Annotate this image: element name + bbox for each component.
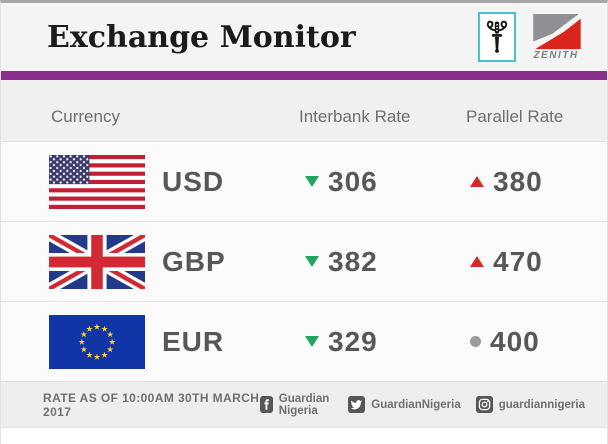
footer: RATE AS OF 10:00AM 30TH MARCH 2017 Guard…	[1, 381, 607, 427]
zenith-bank-logo: ZENITH	[525, 13, 587, 61]
rate-timestamp: RATE AS OF 10:00AM 30TH MARCH 2017	[43, 390, 260, 419]
interbank-rate-cell: 382	[291, 246, 456, 278]
guardian-nigeria-logo	[478, 12, 516, 62]
twitter-handle: GuardianNigeria	[371, 398, 461, 411]
instagram-handle: guardiannigeria	[498, 398, 585, 411]
usa-flag-icon	[49, 154, 145, 209]
facebook-link[interactable]: Guardian Nigeria	[259, 392, 333, 417]
currency-code: EUR	[162, 325, 225, 357]
parallel-rate-value: 380	[493, 165, 543, 197]
ceremonial-staff-icon	[486, 20, 508, 53]
interbank-rate-value: 329	[328, 325, 378, 357]
rate-flat-dot-icon	[470, 336, 481, 347]
interbank-rate-cell: 329	[291, 326, 456, 358]
rate-up-arrow-icon	[470, 176, 484, 187]
facebook-handle: Guardian Nigeria	[278, 392, 330, 417]
parallel-rate-cell: 470	[456, 246, 607, 278]
eu-flag-icon	[49, 314, 145, 369]
rates-table: Currency Interbank Rate Parallel Rate	[1, 80, 607, 381]
uk-flag-icon	[49, 234, 145, 289]
bottom-strip	[1, 427, 607, 444]
spacer	[1, 80, 607, 92]
header: Exchange Monitor	[1, 3, 607, 71]
twitter-icon	[348, 396, 366, 413]
currency-code: USD	[162, 165, 225, 197]
rate-down-arrow-icon	[305, 176, 319, 187]
interbank-rate-cell: 306	[291, 166, 456, 198]
instagram-icon	[475, 396, 493, 413]
currency-cell: USD	[1, 154, 291, 209]
accent-divider	[1, 71, 607, 80]
table-row-eur: EUR 329 400	[1, 301, 607, 381]
social-links: Guardian Nigeria GuardianNigeria	[259, 392, 585, 417]
currency-code: GBP	[162, 245, 226, 277]
zenith-z-icon	[533, 13, 581, 50]
rate-down-arrow-icon	[305, 256, 319, 267]
instagram-link[interactable]: guardiannigeria	[475, 396, 585, 413]
column-header-currency: Currency	[51, 106, 120, 126]
parallel-rate-cell: 400	[456, 326, 607, 358]
rate-up-arrow-icon	[470, 256, 484, 267]
page-title: Exchange Monitor	[47, 19, 356, 55]
twitter-link[interactable]: GuardianNigeria	[348, 396, 461, 413]
interbank-rate-value: 382	[328, 245, 378, 277]
rate-down-arrow-icon	[305, 336, 319, 347]
currency-cell: GBP	[1, 234, 291, 289]
logo-group: ZENITH	[478, 12, 587, 62]
facebook-icon	[259, 396, 273, 413]
parallel-rate-cell: 380	[456, 166, 607, 198]
zenith-wordmark: ZENITH	[533, 50, 579, 61]
table-row-usd: USD 306 380	[1, 141, 607, 221]
parallel-rate-value: 470	[493, 245, 543, 277]
parallel-rate-value: 400	[490, 325, 540, 357]
currency-cell: EUR	[1, 314, 291, 369]
interbank-rate-value: 306	[328, 165, 378, 197]
table-row-gbp: GBP 382 470	[1, 221, 607, 301]
column-header-interbank-rate: Interbank Rate	[299, 106, 411, 126]
table-header: Currency Interbank Rate Parallel Rate	[1, 92, 607, 141]
column-header-parallel-rate: Parallel Rate	[466, 106, 564, 126]
